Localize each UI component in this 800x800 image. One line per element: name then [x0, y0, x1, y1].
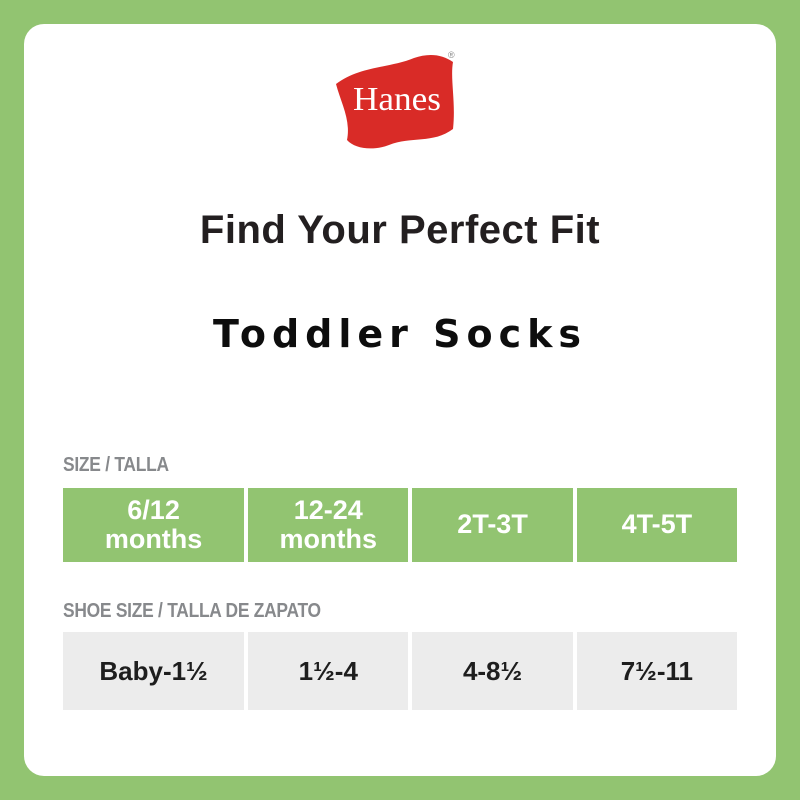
shoe-size-cell-4-8half: 4-8½ [412, 632, 573, 710]
size-chart-card: Hanes ® Find Your Perfect Fit Toddler So… [24, 24, 776, 776]
shoe-size-cell-1half-4: 1½-4 [248, 632, 409, 710]
shoe-size-cell-line: Baby-1½ [99, 655, 208, 686]
size-row: 6/12 months 12-24 months 2T-3T 4T-5T [63, 488, 738, 562]
shoe-size-cell-line: 4-8½ [462, 655, 523, 686]
shoe-size-row: Baby-1½ 1½-4 4-8½ 7½-11 [63, 632, 738, 710]
size-cell-2t-3t: 2T-3T [412, 488, 573, 562]
shoe-size-cell-line: 1½-4 [298, 655, 358, 686]
shoe-size-cell-baby-1half: Baby-1½ [63, 632, 245, 710]
size-cell-line: 12-24 [293, 494, 363, 525]
size-cell-line: 6/12 [127, 494, 180, 525]
shoe-size-cell-7half-11: 7½-11 [576, 632, 738, 710]
size-cell-line: months [104, 524, 203, 554]
registered-trademark-icon: ® [448, 50, 455, 60]
size-cell-line: 2T-3T [457, 509, 528, 540]
size-cell-line: 4T-5T [621, 509, 693, 540]
hanes-logo: Hanes ® [334, 50, 466, 156]
size-row-label: SIZE / TALLA [63, 454, 169, 476]
size-cell-4t-5t: 4T-5T [576, 488, 738, 562]
size-cell-6-12-months: 6/12 months [63, 488, 245, 562]
hanes-flag-icon: Hanes ® [336, 50, 455, 149]
shoe-size-row-label: SHOE SIZE / TALLA DE ZAPATO [63, 600, 321, 622]
product-title: Toddler Socks [212, 312, 588, 356]
flag-shape [336, 54, 454, 149]
size-cell-line: months [279, 524, 378, 554]
page-title: Find Your Perfect Fit [199, 208, 601, 252]
hanes-wordmark: Hanes [353, 81, 441, 118]
shoe-size-cell-line: 7½-11 [620, 655, 694, 686]
size-cell-12-24-months: 12-24 months [248, 488, 409, 562]
